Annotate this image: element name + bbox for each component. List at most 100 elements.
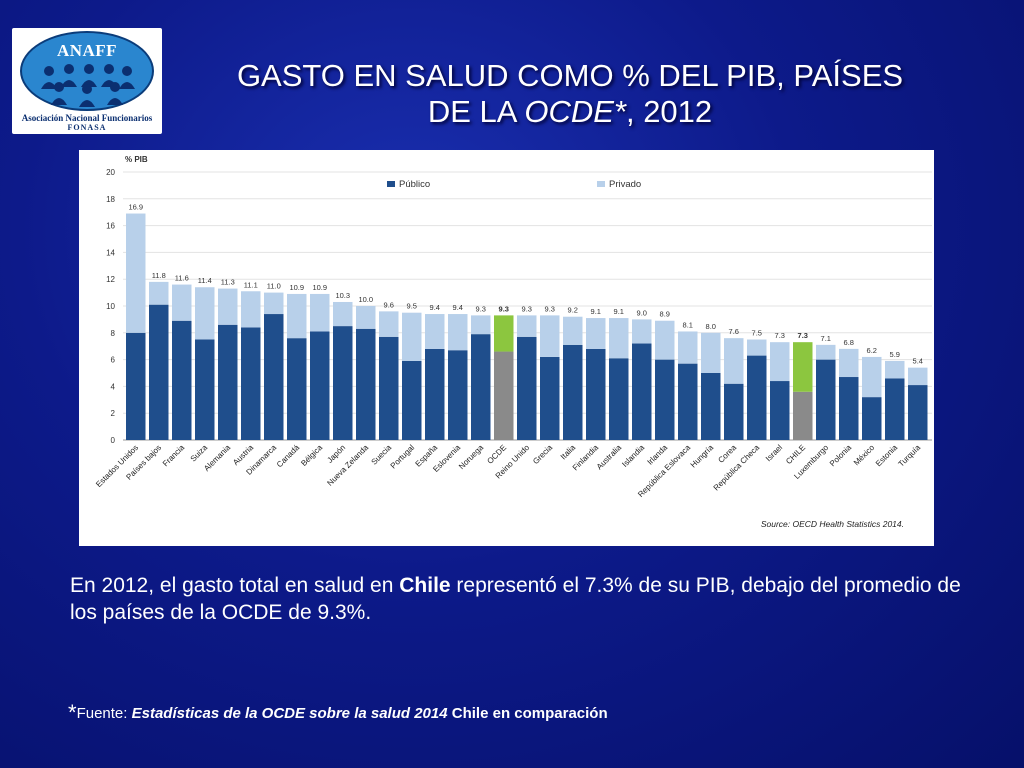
bar-public [402,360,422,440]
bar-public [333,326,353,440]
bar-private [333,301,353,327]
bar-total-label: 8.9 [660,310,670,319]
bar-private [747,339,767,356]
footnote-star: * [68,700,77,725]
chart-source-note: Source: OECD Health Statistics 2014. [761,519,904,529]
bar-total-label: 16.9 [128,203,143,212]
bar-public [425,348,445,440]
bar-total-label: 9.3 [476,304,486,313]
source-footnote: *Fuente: Estadísticas de la OCDE sobre l… [68,700,968,726]
bar-public [609,358,629,440]
bar-private [839,348,859,378]
footnote-suffix: Chile en comparación [447,705,608,722]
bar-public [632,343,652,440]
bar-private [287,293,307,339]
bar-private [195,287,215,340]
summary-part-2: representó el 7.3% de su PIB, debajo del… [70,574,961,624]
bar-public [839,377,859,440]
bar-public [149,304,169,440]
bar-total-label: 10.0 [358,295,373,304]
x-tick-label: Hungría [689,443,716,470]
bar-public [885,378,905,440]
bar-private [149,281,169,305]
bar-total-label: 9.2 [568,306,578,315]
bar-public [563,344,583,440]
summary-text: En 2012, el gasto total en salud en Chil… [70,572,990,626]
title-line-1: GASTO EN SALUD COMO % DEL PIB, PAÍSES [236,58,904,93]
bar-private [517,315,537,337]
bar-private [586,318,606,349]
bar-private [563,316,583,345]
bar-total-label: 7.3 [775,331,785,340]
bar-public [655,359,675,440]
bar-private [379,311,399,337]
bar-public [862,397,882,440]
bar-total-label: 9.4 [430,303,440,312]
bar-public [494,351,514,440]
bar-public [770,381,790,440]
y-tick-label: 12 [106,275,115,284]
x-tick-label: Turquía [897,443,923,469]
x-tick-label: Polonia [828,443,854,469]
logo-name: ANAFF [56,41,118,60]
title-prefix: DE LA [427,94,525,129]
x-tick-label: Estonia [874,443,900,469]
y-tick-label: 10 [106,302,115,311]
bar-private [540,315,560,357]
bar-private [425,314,445,349]
people-icon [41,64,135,107]
bar-public [701,373,721,440]
x-tick-label: Australia [595,443,624,472]
bar-public [586,348,606,440]
bar-total-label: 9.6 [384,300,394,309]
bar-private [494,315,514,352]
x-tick-label: Israel [764,443,784,463]
legend-label-public: Público [399,179,430,190]
bar-total-label: 8.0 [706,322,716,331]
bar-total-label: 9.3 [545,304,555,313]
bar-total-label: 7.6 [729,327,739,336]
x-tick-label: Japón [325,443,347,465]
bar-public [126,332,146,440]
bar-private [885,360,905,379]
bar-total-label: 7.1 [821,334,831,343]
bar-public [287,338,307,440]
chart-panel: 0 2 4 6 8 10 12 14 16 18 20 % PIB Público Privado 16.9… [79,150,934,546]
footnote-label: Fuente: [76,705,132,722]
bar-private [356,306,376,329]
bar-public [264,314,284,440]
bar-total-label: 11.4 [198,276,212,285]
bar-public [678,363,698,440]
anaff-logo: ANAFF Asociación Nacional Funcionarios F… [12,28,162,134]
logo-oval: ANAFF [20,31,154,111]
bar-total-label: 5.9 [890,350,900,359]
bar-public [816,359,836,440]
footnote-source-title: Estadísticas de la OCDE sobre la salud 2… [131,705,448,722]
bar-public [908,385,928,440]
bar-total-label: 9.3 [522,304,532,313]
bar-private [402,312,422,361]
bar-total-label: 10.9 [312,283,327,292]
bar-private [448,314,468,351]
logo-subtitle-fonasa: FONASA [67,123,107,132]
x-tick-label: Suiza [189,443,210,464]
y-tick-label: 20 [106,168,115,177]
bar-public [172,320,192,440]
bar-public [724,383,744,440]
x-tick-label: Francia [161,443,187,469]
bar-total-label: 9.1 [591,307,601,316]
x-tick-label: Canadá [275,443,302,470]
bar-private [793,342,813,392]
logo-subtitle: Asociación Nacional Funcionarios [21,113,153,123]
x-tick-label: Portugal [389,443,417,471]
bar-private [724,338,744,384]
bar-public [356,328,376,440]
bar-total-label: 6.8 [844,338,854,347]
y-axis-label: % PIB [125,155,148,164]
bar-total-label: 11.1 [244,280,258,289]
bar-total-label: 9.0 [637,308,647,317]
bar-total-label: 8.1 [683,320,693,329]
bar-private [241,291,261,328]
bar-public [793,391,813,440]
health-spending-chart: 0 2 4 6 8 10 12 14 16 18 20 % PIB Público Privado 16.9… [94,155,932,529]
